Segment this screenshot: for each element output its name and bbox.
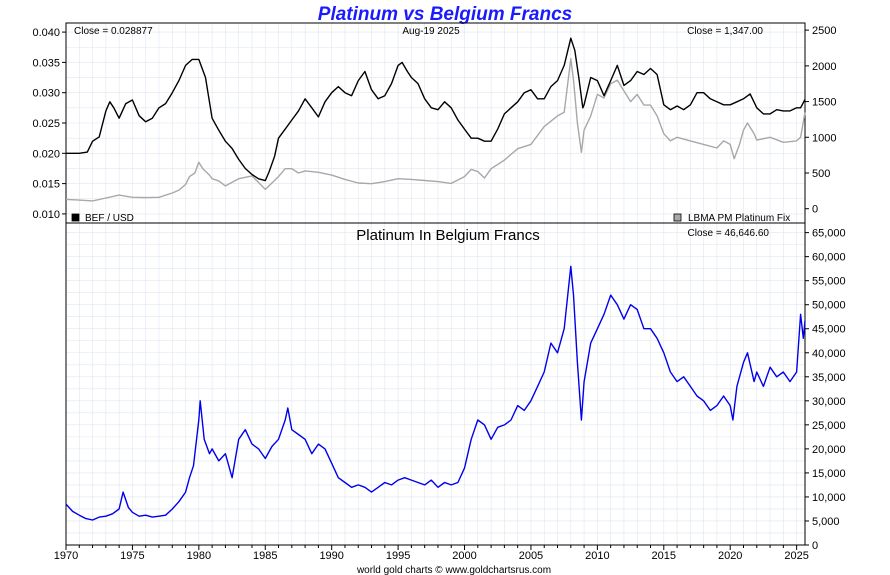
- y-tick-label: 0.030: [32, 88, 60, 100]
- y-tick-label: 0.020: [32, 148, 60, 160]
- legend-swatch-bef-usd: [71, 213, 80, 222]
- x-tick-label: 2015: [652, 550, 676, 562]
- x-tick-label: 2000: [452, 550, 476, 562]
- y-tick-label: 40,000: [812, 348, 846, 360]
- chart-title: Platinum vs Belgium Francs: [318, 4, 572, 25]
- right-close-label: Close = 1,347.00: [687, 26, 763, 37]
- y-tick-label: 2500: [812, 25, 836, 37]
- y-tick-label: 2000: [812, 61, 836, 73]
- y-tick-label: 30,000: [812, 396, 846, 408]
- x-tick-label: 2020: [718, 550, 742, 562]
- y-tick-label: 0.040: [32, 27, 60, 39]
- y-tick-label: 20,000: [812, 444, 846, 456]
- y-tick-label: 1500: [812, 97, 836, 109]
- legend-swatch-platinum-fix: [673, 213, 682, 222]
- bottom-right-axis: 0 5,000 10,000 15,000 20,000 25,000 30,000 35,0…: [805, 228, 846, 552]
- y-tick-label: 35,000: [812, 372, 846, 384]
- x-tick-label: 2025: [784, 550, 808, 562]
- y-tick-label: 1000: [812, 132, 836, 144]
- x-tick-label: 2010: [585, 550, 609, 562]
- bottom-panel-series: [65, 265, 806, 521]
- legend-label-bef-usd: BEF / USD: [85, 213, 134, 224]
- legend-label-platinum-fix: LBMA PM Platinum Fix: [688, 213, 790, 224]
- top-panel-series: [65, 37, 806, 202]
- y-tick-label: 45,000: [812, 324, 846, 336]
- y-tick-label: 0.010: [32, 209, 60, 221]
- left-close-label: Close = 0.028877: [74, 26, 153, 37]
- bottom-panel-title: Platinum In Belgium Francs: [356, 227, 539, 244]
- y-tick-label: 500: [812, 168, 830, 180]
- y-tick-label: 65,000: [812, 228, 846, 240]
- x-tick-label: 1975: [120, 550, 144, 562]
- footer-credit: world gold charts © www.goldchartsrus.co…: [356, 565, 551, 575]
- x-tick-label: 2005: [519, 550, 543, 562]
- bottom-panel-grid: [65, 223, 805, 546]
- x-tick-label: 1990: [319, 550, 343, 562]
- top-panel-grid: [65, 23, 805, 223]
- bottom-panel-frame: [65, 222, 806, 546]
- x-tick-label: 1985: [253, 550, 277, 562]
- series-line-lbma-pm-platinum-fix: [65, 58, 806, 202]
- y-tick-label: 60,000: [812, 252, 846, 264]
- y-tick-label: 5,000: [812, 516, 840, 528]
- y-tick-label: 25,000: [812, 420, 846, 432]
- date-label: Aug-19 2025: [402, 26, 460, 37]
- series-line-platinum-in-belgium-francs: [65, 265, 806, 521]
- top-left-axis: 0.010 0.015 0.020 0.025 0.030 0.035 0.040: [32, 27, 66, 221]
- y-tick-label: 0.025: [32, 118, 60, 130]
- x-axis: 1970 1975 1980 1985 1990 1995 2000 2005 2010 2015…: [54, 545, 809, 562]
- series-line-bef-usd: [66, 37, 806, 182]
- top-right-axis: 0 500 1000 1500 2000 2500: [805, 25, 836, 216]
- x-tick-label: 1995: [386, 550, 410, 562]
- y-tick-label: 55,000: [812, 276, 846, 288]
- y-tick-label: 0.015: [32, 179, 60, 191]
- bottom-close-label: Close = 46,646.60: [688, 228, 770, 239]
- y-tick-label: 0: [812, 204, 818, 216]
- x-tick-label: 1980: [187, 550, 211, 562]
- y-tick-label: 50,000: [812, 300, 846, 312]
- x-tick-label: 1970: [54, 550, 78, 562]
- y-tick-label: 0: [812, 540, 818, 552]
- y-tick-label: 15,000: [812, 468, 846, 480]
- y-tick-label: 10,000: [812, 492, 846, 504]
- y-tick-label: 0.035: [32, 57, 60, 69]
